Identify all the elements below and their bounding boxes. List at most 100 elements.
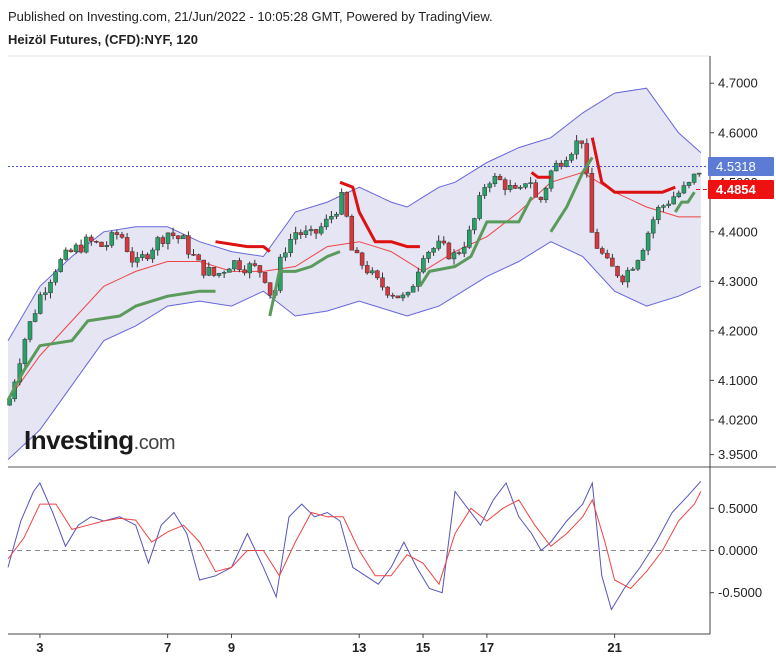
- candle: [441, 236, 447, 246]
- candle: [170, 227, 176, 240]
- candle: [477, 191, 482, 221]
- trailing-stop-up-segment: [6, 289, 216, 401]
- trailing-stop-down-segment: [530, 171, 551, 179]
- candle-up-body: [477, 195, 482, 219]
- oscillator-axis-label: 0.5000: [718, 501, 758, 516]
- oscillator-axis-label: 0.0000: [718, 543, 758, 558]
- candle-down-body: [99, 241, 104, 247]
- time-axis-label: 21: [607, 640, 621, 655]
- oscillator-k-line: [7, 480, 702, 611]
- candle-down-body: [313, 229, 319, 234]
- candle-down-body: [579, 140, 584, 144]
- candle: [344, 191, 349, 218]
- time-axis-label: 9: [228, 640, 235, 655]
- price-axis-label: 4.6000: [718, 125, 758, 140]
- price-axis-label: 3.9500: [718, 447, 758, 462]
- candle-up-body: [104, 245, 109, 247]
- candle: [78, 239, 84, 254]
- candle-up-body: [482, 187, 487, 196]
- candle-up-body: [288, 238, 293, 253]
- oscillator-d-line: [7, 491, 702, 590]
- candle: [288, 233, 293, 257]
- candle: [318, 222, 324, 236]
- candle: [676, 190, 682, 199]
- candle: [349, 214, 355, 251]
- candle-up-body: [329, 216, 334, 220]
- candle: [48, 279, 53, 299]
- candle: [513, 182, 518, 189]
- candle: [645, 231, 651, 256]
- candle-up-body: [135, 257, 140, 263]
- candle: [543, 186, 549, 203]
- candle: [487, 181, 493, 193]
- candle: [191, 249, 196, 256]
- candle: [390, 292, 395, 299]
- candle-up-body: [232, 260, 237, 270]
- candle: [584, 138, 590, 178]
- candle: [589, 167, 595, 233]
- price-axis-label: 4.7000: [718, 76, 758, 91]
- candle-up-body: [73, 244, 79, 253]
- candle: [538, 196, 544, 203]
- candle: [605, 249, 610, 259]
- candle-down-body: [344, 192, 349, 217]
- candle-up-body: [553, 162, 559, 172]
- candle: [518, 185, 523, 190]
- candle-down-body: [186, 235, 191, 255]
- candle: [58, 257, 63, 273]
- candle-up-body: [150, 249, 155, 260]
- candle: [206, 262, 212, 277]
- candle-up-body: [656, 207, 661, 220]
- candle-down-body: [599, 248, 605, 254]
- candle: [523, 183, 528, 190]
- candle: [497, 173, 503, 181]
- trailing-stop: [6, 137, 696, 401]
- candle: [324, 214, 329, 230]
- candle: [119, 231, 125, 239]
- candle-up-body: [686, 182, 692, 186]
- candle-up-body: [140, 254, 145, 258]
- published-caption: Published on Investing.com, 21/Jun/2022 …: [8, 9, 493, 24]
- candle: [492, 173, 498, 187]
- time-axis-label: 17: [480, 640, 494, 655]
- candle-up-body: [676, 192, 682, 197]
- candle-down-body: [615, 266, 620, 277]
- candle-down-body: [119, 234, 125, 238]
- candle: [43, 287, 48, 301]
- candle-up-body: [165, 232, 171, 244]
- trailing-stop-down-segment: [339, 180, 420, 249]
- candle-up-body: [548, 170, 554, 189]
- candle: [370, 267, 375, 276]
- candle: [507, 179, 513, 193]
- trailing-stop-up-segment: [268, 250, 341, 317]
- candle: [160, 235, 166, 248]
- candle: [242, 265, 247, 276]
- candle: [405, 291, 411, 298]
- candle: [135, 252, 140, 268]
- candle: [696, 172, 702, 177]
- candle: [181, 234, 186, 240]
- candle: [385, 286, 390, 299]
- candle: [620, 274, 625, 285]
- candle: [640, 248, 646, 261]
- candle: [32, 309, 38, 323]
- candle-down-body: [298, 232, 304, 235]
- trailing-stop-up-segment: [674, 191, 696, 213]
- candle-down-body: [456, 252, 462, 254]
- candle-up-body: [283, 252, 288, 258]
- candle-down-body: [196, 254, 201, 261]
- candle-up-body: [37, 294, 43, 314]
- candle: [553, 160, 559, 172]
- candle-up-body: [650, 219, 656, 234]
- candle-down-body: [129, 251, 135, 263]
- candle: [22, 337, 28, 369]
- candle-up-body: [181, 235, 186, 240]
- candle-up-body: [666, 203, 671, 206]
- candle-up-body: [436, 240, 441, 249]
- candle-up-body: [48, 281, 53, 294]
- candle: [267, 282, 273, 299]
- candle: [262, 272, 268, 284]
- candle-down-body: [252, 263, 258, 266]
- trailing-stop-down-segment: [215, 240, 271, 253]
